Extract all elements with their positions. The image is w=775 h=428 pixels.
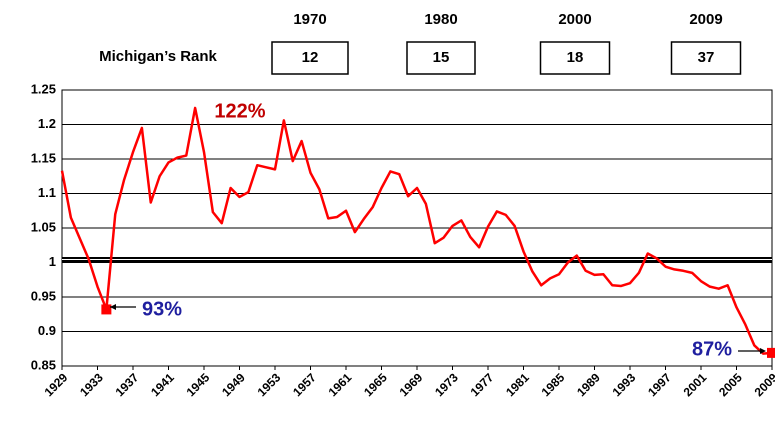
point-marker <box>101 304 112 315</box>
y-tick-label: 1.25 <box>31 81 56 96</box>
y-tick-label: 1 <box>49 254 56 269</box>
y-tick-label: 1.15 <box>31 150 56 165</box>
rank-box <box>539 41 611 75</box>
rank-value: 37 <box>698 49 715 66</box>
rank-box <box>406 41 476 75</box>
x-tick-label: 2005 <box>716 370 745 399</box>
rank-year: 1980 <box>424 11 457 28</box>
rank-box <box>271 41 349 75</box>
x-tick-label: 1981 <box>503 370 532 399</box>
y-tick-label: 1.05 <box>31 219 56 234</box>
x-tick-label: 1941 <box>148 370 177 399</box>
data-line <box>60 106 773 355</box>
x-tick-label: 2001 <box>681 370 710 399</box>
rank-year: 2000 <box>558 11 591 28</box>
y-tick-label: 0.85 <box>31 357 56 372</box>
annotation: 122% <box>214 100 265 122</box>
y-tick-label: 1.2 <box>38 116 56 131</box>
x-tick-label: 1961 <box>326 370 355 399</box>
x-tick-label: 1997 <box>645 370 674 399</box>
y-tick-label: 0.9 <box>38 323 56 338</box>
rank-year: 2009 <box>689 11 722 28</box>
x-tick-label: 1973 <box>432 370 461 399</box>
annotation: 87% <box>692 338 732 360</box>
x-tick-label: 1949 <box>219 370 248 399</box>
x-tick-label: 1977 <box>468 370 497 399</box>
x-tick-label: 1965 <box>361 370 390 399</box>
plot-border <box>61 89 773 367</box>
x-tick-label: 1933 <box>77 370 106 399</box>
rank-box <box>670 41 742 75</box>
x-tick-label: 1937 <box>113 370 142 399</box>
annotation: 93% <box>142 298 182 320</box>
x-tick-label: 1989 <box>574 370 603 399</box>
point-marker <box>767 347 775 358</box>
x-tick-label: 1929 <box>42 370 71 399</box>
rank-value: 12 <box>302 49 319 66</box>
rank-value: 15 <box>433 49 450 66</box>
x-tick-label: 1993 <box>610 370 639 399</box>
arrow-head <box>110 304 116 310</box>
x-tick-label: 1953 <box>255 370 284 399</box>
rank-year: 1970 <box>293 11 326 28</box>
y-tick-label: 1.1 <box>38 185 56 200</box>
rank-value: 18 <box>567 49 584 66</box>
rank-label: Michigan’s Rank <box>99 48 217 65</box>
x-tick-label: 1985 <box>539 370 568 399</box>
arrow-head <box>760 348 766 354</box>
y-tick-label: 0.95 <box>31 288 56 303</box>
x-tick-label: 1957 <box>290 370 319 399</box>
x-tick-label: 1945 <box>184 370 213 399</box>
x-tick-label: 2009 <box>752 370 775 399</box>
x-tick-label: 1969 <box>397 370 426 399</box>
